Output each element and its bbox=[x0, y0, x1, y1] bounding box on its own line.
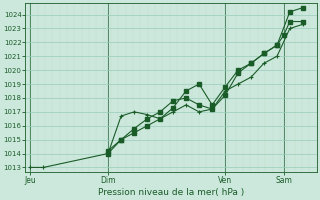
X-axis label: Pression niveau de la mer( hPa ): Pression niveau de la mer( hPa ) bbox=[98, 188, 244, 197]
